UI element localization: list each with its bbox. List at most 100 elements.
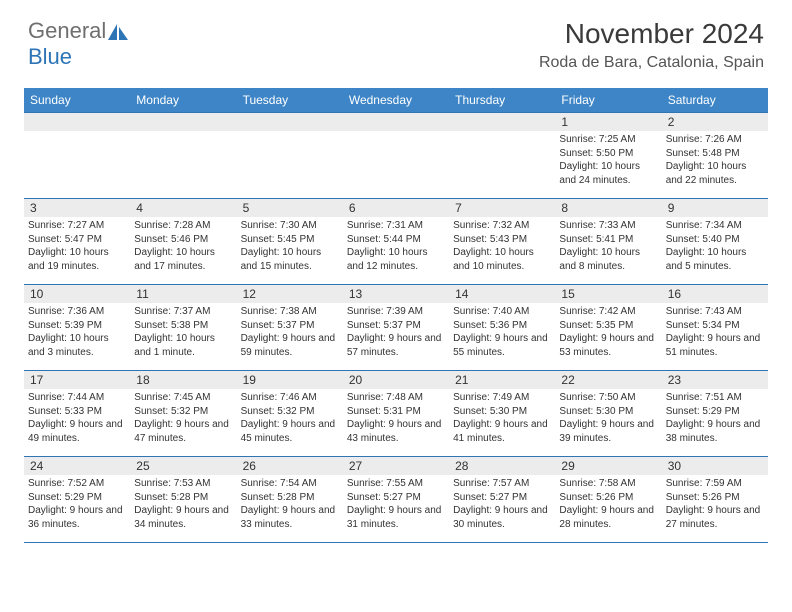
calendar-cell: 29Sunrise: 7:58 AMSunset: 5:26 PMDayligh…: [555, 457, 661, 543]
sunset-text: Sunset: 5:50 PM: [559, 147, 657, 161]
day-number: 25: [130, 457, 236, 475]
calendar-cell: [130, 113, 236, 199]
calendar-cell: 30Sunrise: 7:59 AMSunset: 5:26 PMDayligh…: [662, 457, 768, 543]
sunset-text: Sunset: 5:26 PM: [559, 491, 657, 505]
calendar-cell: 8Sunrise: 7:33 AMSunset: 5:41 PMDaylight…: [555, 199, 661, 285]
sunrise-text: Sunrise: 7:49 AM: [453, 391, 551, 405]
day-info: Sunrise: 7:25 AMSunset: 5:50 PMDaylight:…: [555, 131, 661, 189]
day-number: 17: [24, 371, 130, 389]
calendar-week-row: 17Sunrise: 7:44 AMSunset: 5:33 PMDayligh…: [24, 371, 768, 457]
weekday-header: Friday: [555, 88, 661, 113]
sunrise-text: Sunrise: 7:59 AM: [666, 477, 764, 491]
day-number: [343, 113, 449, 131]
calendar-cell: 28Sunrise: 7:57 AMSunset: 5:27 PMDayligh…: [449, 457, 555, 543]
daylight-text: Daylight: 9 hours and 39 minutes.: [559, 418, 657, 445]
daylight-text: Daylight: 9 hours and 36 minutes.: [28, 504, 126, 531]
sunrise-text: Sunrise: 7:39 AM: [347, 305, 445, 319]
day-number: 27: [343, 457, 449, 475]
calendar-cell: 27Sunrise: 7:55 AMSunset: 5:27 PMDayligh…: [343, 457, 449, 543]
day-number: 22: [555, 371, 661, 389]
daylight-text: Daylight: 9 hours and 47 minutes.: [134, 418, 232, 445]
weekday-header: Saturday: [662, 88, 768, 113]
day-number: [24, 113, 130, 131]
calendar-cell: 24Sunrise: 7:52 AMSunset: 5:29 PMDayligh…: [24, 457, 130, 543]
calendar-cell: 18Sunrise: 7:45 AMSunset: 5:32 PMDayligh…: [130, 371, 236, 457]
day-number: 29: [555, 457, 661, 475]
calendar-cell: 5Sunrise: 7:30 AMSunset: 5:45 PMDaylight…: [237, 199, 343, 285]
daylight-text: Daylight: 9 hours and 30 minutes.: [453, 504, 551, 531]
sunrise-text: Sunrise: 7:33 AM: [559, 219, 657, 233]
day-number: 6: [343, 199, 449, 217]
sunrise-text: Sunrise: 7:30 AM: [241, 219, 339, 233]
day-info: Sunrise: 7:30 AMSunset: 5:45 PMDaylight:…: [237, 217, 343, 275]
daylight-text: Daylight: 9 hours and 57 minutes.: [347, 332, 445, 359]
sunset-text: Sunset: 5:48 PM: [666, 147, 764, 161]
sunset-text: Sunset: 5:35 PM: [559, 319, 657, 333]
daylight-text: Daylight: 9 hours and 27 minutes.: [666, 504, 764, 531]
calendar-cell: 25Sunrise: 7:53 AMSunset: 5:28 PMDayligh…: [130, 457, 236, 543]
calendar-cell: 7Sunrise: 7:32 AMSunset: 5:43 PMDaylight…: [449, 199, 555, 285]
calendar-cell: 22Sunrise: 7:50 AMSunset: 5:30 PMDayligh…: [555, 371, 661, 457]
sunrise-text: Sunrise: 7:54 AM: [241, 477, 339, 491]
weekday-header: Wednesday: [343, 88, 449, 113]
daylight-text: Daylight: 10 hours and 17 minutes.: [134, 246, 232, 273]
sunset-text: Sunset: 5:37 PM: [347, 319, 445, 333]
daylight-text: Daylight: 10 hours and 15 minutes.: [241, 246, 339, 273]
calendar-cell: 13Sunrise: 7:39 AMSunset: 5:37 PMDayligh…: [343, 285, 449, 371]
day-info: Sunrise: 7:33 AMSunset: 5:41 PMDaylight:…: [555, 217, 661, 275]
day-info: Sunrise: 7:44 AMSunset: 5:33 PMDaylight:…: [24, 389, 130, 447]
sunrise-text: Sunrise: 7:25 AM: [559, 133, 657, 147]
sunset-text: Sunset: 5:44 PM: [347, 233, 445, 247]
calendar-cell: 17Sunrise: 7:44 AMSunset: 5:33 PMDayligh…: [24, 371, 130, 457]
sunrise-text: Sunrise: 7:26 AM: [666, 133, 764, 147]
daylight-text: Daylight: 9 hours and 53 minutes.: [559, 332, 657, 359]
day-number: 26: [237, 457, 343, 475]
sunrise-text: Sunrise: 7:36 AM: [28, 305, 126, 319]
sunset-text: Sunset: 5:29 PM: [28, 491, 126, 505]
daylight-text: Daylight: 10 hours and 10 minutes.: [453, 246, 551, 273]
calendar-cell: 11Sunrise: 7:37 AMSunset: 5:38 PMDayligh…: [130, 285, 236, 371]
calendar-cell: 23Sunrise: 7:51 AMSunset: 5:29 PMDayligh…: [662, 371, 768, 457]
sunrise-text: Sunrise: 7:48 AM: [347, 391, 445, 405]
day-number: 16: [662, 285, 768, 303]
sunset-text: Sunset: 5:45 PM: [241, 233, 339, 247]
day-number: 15: [555, 285, 661, 303]
sunset-text: Sunset: 5:27 PM: [347, 491, 445, 505]
sunset-text: Sunset: 5:43 PM: [453, 233, 551, 247]
day-number: 10: [24, 285, 130, 303]
sunrise-text: Sunrise: 7:27 AM: [28, 219, 126, 233]
daylight-text: Daylight: 10 hours and 5 minutes.: [666, 246, 764, 273]
day-info: Sunrise: 7:53 AMSunset: 5:28 PMDaylight:…: [130, 475, 236, 533]
daylight-text: Daylight: 9 hours and 28 minutes.: [559, 504, 657, 531]
sunset-text: Sunset: 5:32 PM: [134, 405, 232, 419]
header-bar: General Blue November 2024 Roda de Bara,…: [0, 0, 792, 82]
daylight-text: Daylight: 9 hours and 41 minutes.: [453, 418, 551, 445]
day-info: Sunrise: 7:40 AMSunset: 5:36 PMDaylight:…: [449, 303, 555, 361]
weekday-header-row: Sunday Monday Tuesday Wednesday Thursday…: [24, 88, 768, 113]
day-number: 12: [237, 285, 343, 303]
day-info: Sunrise: 7:43 AMSunset: 5:34 PMDaylight:…: [662, 303, 768, 361]
day-info: [449, 131, 555, 145]
sunrise-text: Sunrise: 7:37 AM: [134, 305, 232, 319]
calendar-cell: 4Sunrise: 7:28 AMSunset: 5:46 PMDaylight…: [130, 199, 236, 285]
day-info: Sunrise: 7:26 AMSunset: 5:48 PMDaylight:…: [662, 131, 768, 189]
calendar-cell: 9Sunrise: 7:34 AMSunset: 5:40 PMDaylight…: [662, 199, 768, 285]
sunset-text: Sunset: 5:36 PM: [453, 319, 551, 333]
calendar-cell: [449, 113, 555, 199]
day-info: Sunrise: 7:39 AMSunset: 5:37 PMDaylight:…: [343, 303, 449, 361]
day-info: Sunrise: 7:58 AMSunset: 5:26 PMDaylight:…: [555, 475, 661, 533]
sunrise-text: Sunrise: 7:45 AM: [134, 391, 232, 405]
sunset-text: Sunset: 5:37 PM: [241, 319, 339, 333]
calendar-cell: 20Sunrise: 7:48 AMSunset: 5:31 PMDayligh…: [343, 371, 449, 457]
sunrise-text: Sunrise: 7:51 AM: [666, 391, 764, 405]
sunset-text: Sunset: 5:47 PM: [28, 233, 126, 247]
sunrise-text: Sunrise: 7:43 AM: [666, 305, 764, 319]
sunrise-text: Sunrise: 7:58 AM: [559, 477, 657, 491]
calendar-week-row: 3Sunrise: 7:27 AMSunset: 5:47 PMDaylight…: [24, 199, 768, 285]
calendar-week-row: 24Sunrise: 7:52 AMSunset: 5:29 PMDayligh…: [24, 457, 768, 543]
sunset-text: Sunset: 5:27 PM: [453, 491, 551, 505]
day-number: 13: [343, 285, 449, 303]
day-number: 4: [130, 199, 236, 217]
day-number: [237, 113, 343, 131]
day-number: 19: [237, 371, 343, 389]
